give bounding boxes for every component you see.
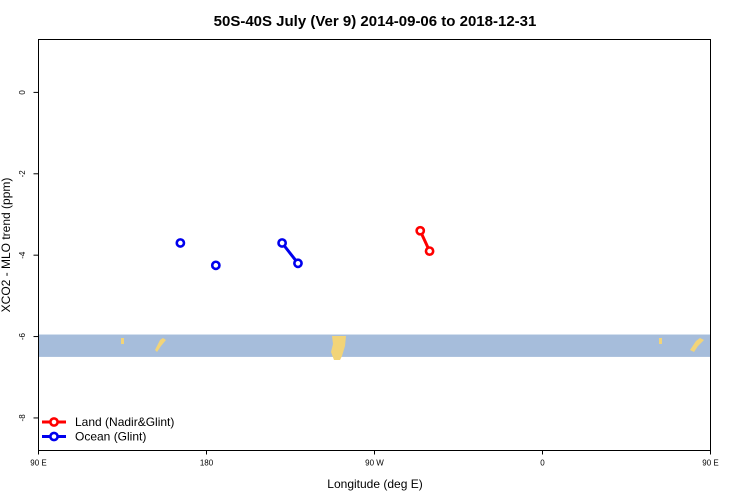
ocean-band [38, 334, 711, 357]
legend-label: Ocean (Glint) [75, 430, 146, 444]
series-layer [175, 225, 435, 271]
y-tick-label: -4 [18, 251, 27, 259]
legend-marker [49, 417, 59, 427]
y-axis-label: XCO2 - MLO trend (ppm) [0, 178, 13, 313]
land-patch-3 [331, 336, 346, 360]
x-axis: 90 E 180 90 W 0 90 E [30, 450, 719, 468]
y-axis: 0 -2 -4 -6 -8 [18, 90, 39, 422]
x-tick-label: 90 W [365, 459, 384, 468]
y-tick-label: 0 [18, 90, 27, 95]
land-patch-5 [690, 338, 704, 352]
plot-frame [38, 39, 711, 451]
x-tick-label: 90 E [702, 459, 718, 468]
y-tick-label: -2 [18, 170, 27, 178]
legend: Land (Nadir&Glint)Ocean (Glint) [42, 415, 174, 444]
series-2-point [175, 238, 186, 248]
surface-band [38, 334, 711, 360]
x-axis-label: Longitude (deg E) [327, 477, 422, 491]
y-tick-label: -8 [18, 414, 27, 422]
y-tick-label: -6 [18, 332, 27, 340]
series-2-point [210, 260, 221, 271]
series-1-point [415, 225, 426, 236]
x-tick-label: 90 E [30, 459, 46, 468]
x-tick-label: 180 [200, 459, 214, 468]
series-1-point [424, 246, 435, 257]
chart-title: 50S-40S July (Ver 9) 2014-09-06 to 2018-… [214, 13, 537, 30]
legend-label: Land (Nadir&Glint) [75, 415, 174, 429]
land-patch-2 [155, 338, 166, 352]
land-patch-1 [121, 338, 124, 344]
series-2-point [277, 238, 287, 248]
series-2-point [293, 258, 303, 269]
x-tick-label: 0 [540, 459, 545, 468]
land-patch-4 [659, 338, 662, 344]
legend-marker [49, 431, 59, 442]
